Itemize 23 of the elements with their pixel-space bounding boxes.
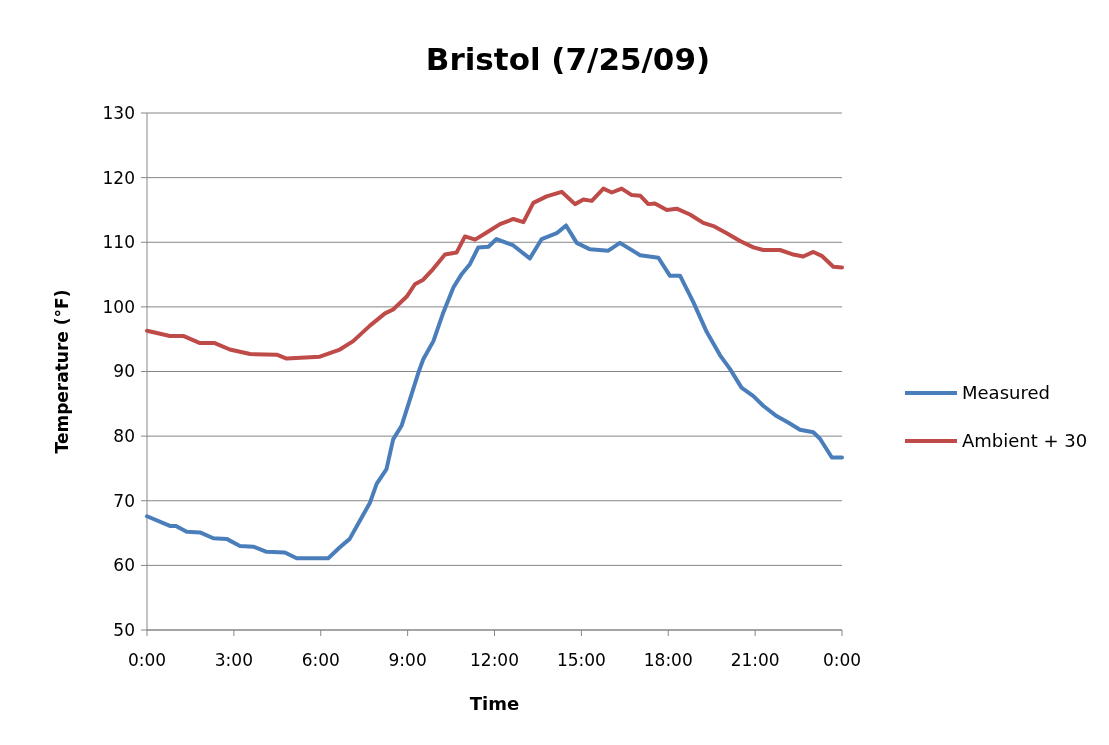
y-tick-label: 70 [113, 490, 135, 511]
x-tick-label: 21:00 [730, 650, 780, 670]
legend-label: Measured [962, 382, 1050, 404]
x-tick-label: 15:00 [556, 650, 606, 670]
y-tick-label: 130 [102, 102, 135, 123]
y-tick-label: 90 [113, 361, 135, 382]
x-tick-label: 0:00 [822, 650, 862, 670]
y-tick-label: 100 [102, 296, 135, 317]
legend-label: Ambient + 30 [962, 430, 1088, 452]
x-tick-label: 0:00 [127, 650, 167, 670]
y-tick-label: 80 [113, 426, 135, 447]
y-axis-title: Temperature (°F) [52, 289, 72, 454]
x-tick-label: 3:00 [214, 650, 253, 670]
x-tick-label: 9:00 [388, 650, 427, 670]
x-tick-label: 18:00 [643, 650, 693, 670]
y-tick-label: 110 [102, 232, 135, 253]
x-axis-title: Time [469, 693, 520, 714]
chart-title: Bristol (7/25/09) [425, 41, 711, 77]
x-tick-label: 6:00 [301, 650, 340, 670]
y-tick-label: 50 [113, 619, 135, 640]
x-tick-label: 12:00 [470, 650, 519, 670]
y-tick-label: 120 [102, 167, 135, 188]
y-tick-label: 60 [113, 555, 135, 576]
